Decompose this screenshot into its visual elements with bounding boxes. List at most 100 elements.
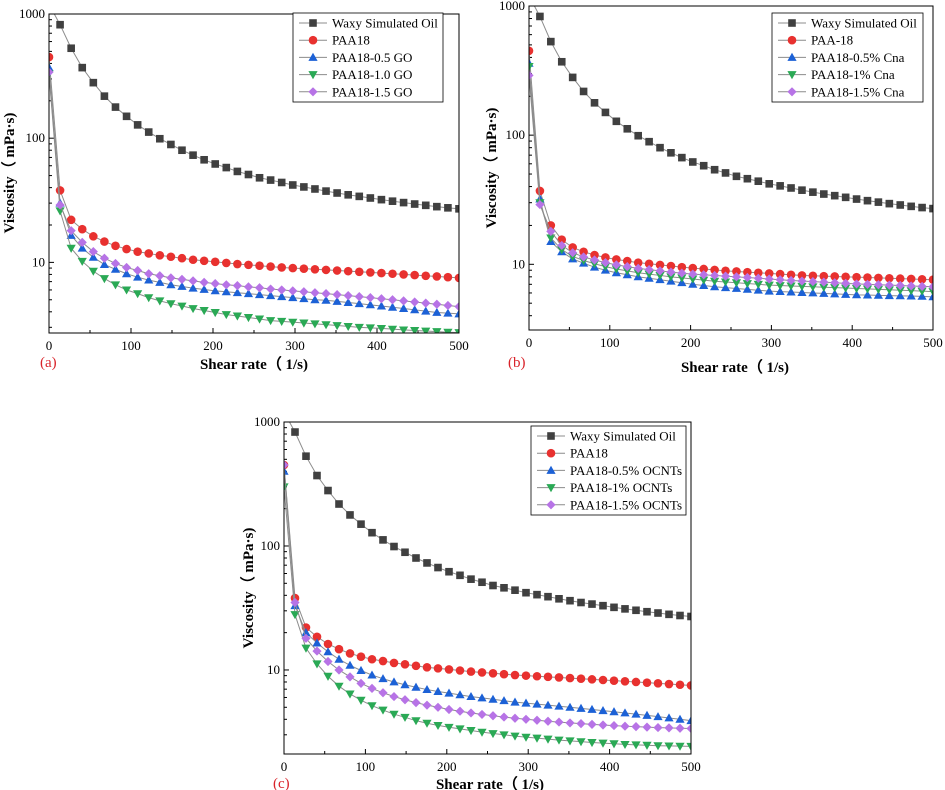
data-point — [144, 269, 154, 279]
panel-label: (b) — [508, 355, 526, 371]
data-point — [390, 542, 398, 551]
data-point — [144, 275, 154, 284]
data-point — [277, 178, 286, 187]
data-point — [200, 155, 208, 164]
y-tick-label: 1000 — [254, 414, 280, 429]
data-point — [312, 632, 322, 642]
data-point — [830, 191, 839, 200]
data-point — [454, 273, 459, 283]
legend-label: PAA18-0.5 GO — [332, 50, 412, 65]
data-point — [188, 276, 198, 286]
data-point — [343, 291, 353, 301]
data-point — [89, 78, 98, 87]
data-point — [797, 282, 807, 291]
data-point — [323, 672, 333, 681]
data-point — [678, 153, 686, 162]
data-point — [764, 274, 774, 284]
data-point — [376, 301, 387, 310]
data-point — [521, 698, 531, 707]
data-point — [928, 292, 933, 301]
data-point — [710, 277, 720, 286]
legend-marker — [308, 71, 318, 80]
data-point — [167, 140, 175, 149]
data-point — [529, 70, 534, 81]
data-point — [775, 275, 785, 285]
data-point — [609, 676, 619, 685]
legend-marker — [787, 35, 797, 45]
x-tick-label: 300 — [518, 759, 538, 774]
axes-frame — [48, 13, 460, 334]
data-point — [631, 677, 641, 687]
data-point — [400, 660, 410, 669]
data-point — [421, 201, 430, 210]
data-point — [863, 273, 872, 282]
data-point — [378, 656, 388, 666]
x-tick-label: 100 — [121, 338, 141, 353]
data-point — [609, 740, 619, 749]
data-point — [356, 678, 366, 688]
data-point — [554, 736, 564, 745]
data-point — [884, 291, 894, 300]
data-point — [510, 670, 520, 680]
data-point — [335, 500, 343, 508]
data-point — [543, 735, 553, 744]
data-point — [443, 300, 453, 311]
data-point — [688, 275, 698, 284]
data-point — [110, 264, 121, 273]
data-point — [609, 707, 619, 716]
data-point — [753, 273, 763, 283]
data-point — [288, 318, 298, 327]
data-point — [686, 716, 691, 725]
data-point — [411, 717, 421, 726]
data-point — [521, 733, 531, 742]
data-point — [601, 108, 610, 117]
x-tick-label: 0 — [281, 759, 288, 774]
data-point — [433, 721, 443, 731]
data-point — [155, 251, 165, 260]
data-point — [299, 294, 309, 303]
data-point — [895, 280, 905, 291]
data-point — [376, 294, 387, 304]
data-point — [543, 700, 553, 709]
y-axis-title: Viscosity（ mPa·s) — [239, 528, 257, 649]
data-point — [699, 270, 709, 280]
data-point — [620, 677, 630, 686]
legend-marker — [308, 87, 318, 97]
data-point — [388, 197, 397, 205]
data-point — [576, 703, 586, 712]
data-point — [443, 308, 453, 317]
data-point — [533, 590, 541, 599]
data-point — [400, 680, 410, 689]
data-point — [467, 575, 475, 583]
data-point — [622, 256, 632, 266]
data-point — [398, 296, 409, 306]
data-point — [642, 678, 652, 687]
data-point — [199, 307, 209, 316]
data-point — [655, 266, 665, 276]
data-point — [675, 680, 685, 690]
data-point — [478, 578, 486, 587]
data-point — [288, 181, 297, 189]
data-point — [421, 271, 431, 281]
data-point — [432, 328, 442, 333]
data-point — [477, 728, 487, 737]
data-point — [323, 639, 333, 649]
data-point — [928, 282, 933, 292]
data-point — [310, 264, 320, 274]
data-point — [422, 719, 432, 728]
data-point — [610, 603, 618, 612]
data-point — [612, 117, 621, 126]
data-point — [333, 189, 341, 197]
data-point — [422, 663, 432, 672]
data-point — [433, 702, 443, 712]
data-point — [346, 511, 354, 519]
data-point — [177, 302, 187, 311]
data-point — [122, 112, 131, 121]
legend-marker — [308, 52, 318, 61]
data-point — [299, 264, 309, 273]
data-point — [797, 287, 807, 296]
x-tick-label: 400 — [367, 338, 387, 353]
data-point — [243, 289, 254, 298]
data-point — [665, 610, 673, 619]
data-point — [121, 262, 132, 273]
